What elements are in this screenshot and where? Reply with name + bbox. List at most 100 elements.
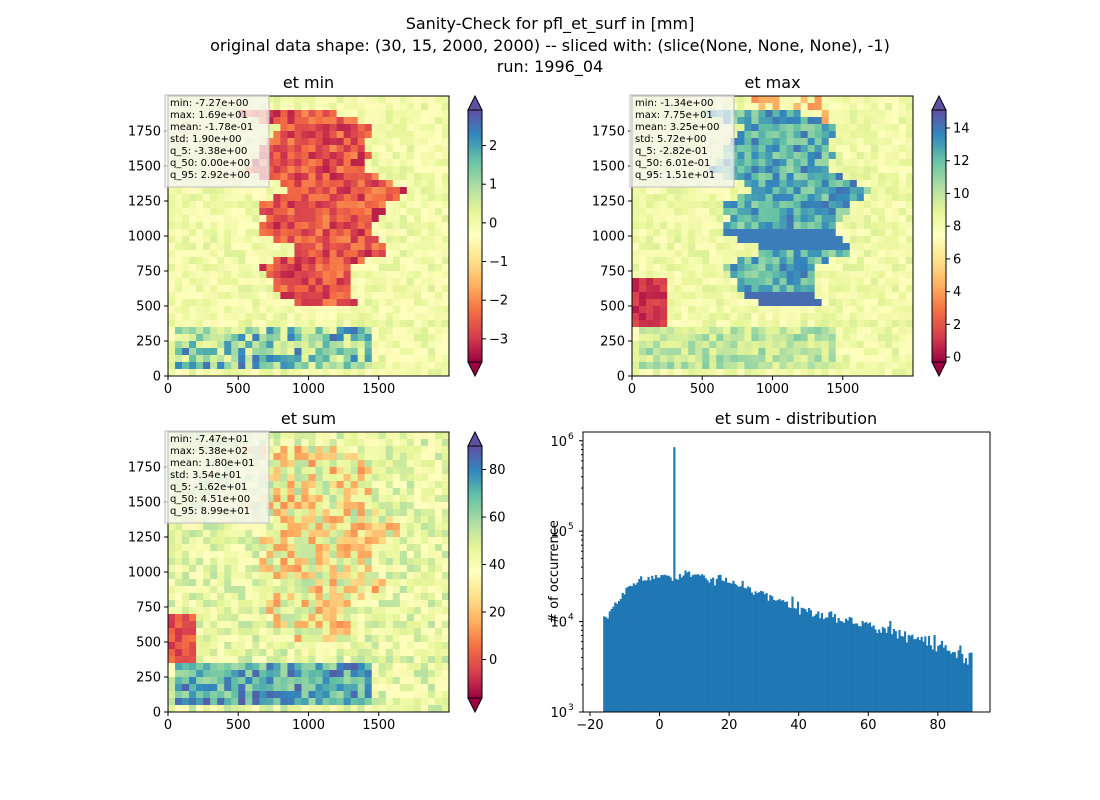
heatmap-cell — [224, 586, 232, 594]
heatmap-cell — [744, 362, 752, 370]
heatmap-cell — [835, 103, 844, 111]
heatmap-cell — [905, 299, 914, 307]
heatmap-cell — [385, 355, 394, 363]
heatmap-cell — [350, 138, 359, 146]
heatmap-cell — [842, 264, 851, 272]
heatmap-cell — [224, 222, 232, 230]
heatmap-cell — [350, 334, 359, 342]
heatmap-cell — [259, 187, 267, 195]
heatmap-cell — [266, 131, 274, 139]
heatmap-cell — [273, 243, 281, 251]
heatmap-cell — [835, 369, 844, 377]
heatmap-cell — [196, 292, 204, 300]
heatmap-cell — [350, 194, 359, 202]
heatmap-cell — [800, 257, 809, 265]
heatmap-cell — [203, 558, 211, 566]
heatmap-cell — [406, 558, 415, 566]
heatmap-cell — [427, 509, 436, 517]
heatmap-cell — [863, 278, 872, 286]
heatmap-cell — [406, 502, 415, 510]
heatmap-cell — [343, 593, 352, 601]
heatmap-cell — [793, 264, 802, 272]
heatmap-cell — [259, 551, 267, 559]
heatmap-cell — [427, 516, 436, 524]
heatmap-cell — [280, 264, 288, 272]
heatmap-cell — [259, 677, 267, 685]
heatmap-cell — [196, 621, 204, 629]
heatmap-cell — [175, 537, 183, 545]
heatmap-cell — [772, 257, 780, 265]
heatmap-cell — [639, 369, 647, 377]
heatmap-cell — [182, 215, 190, 223]
heatmap-cell — [224, 593, 232, 601]
heatmap-cell — [765, 243, 773, 251]
heatmap-cell — [884, 369, 893, 377]
heatmap-cell — [434, 341, 443, 349]
heatmap-cell — [674, 236, 682, 244]
heatmap-cell — [238, 684, 246, 692]
heatmap-cell — [175, 215, 183, 223]
heatmap-cell — [322, 355, 330, 363]
heatmap-cell — [772, 264, 780, 272]
heatmap-cell — [245, 642, 253, 650]
heatmap-cell — [660, 229, 668, 237]
heatmap-cell — [434, 565, 443, 573]
heatmap-cell — [413, 600, 422, 608]
heatmap-cell — [884, 110, 893, 118]
heatmap-cell — [280, 145, 288, 153]
heatmap-cell — [674, 222, 682, 230]
heatmap-cell — [273, 607, 281, 615]
heatmap-cell — [863, 166, 872, 174]
heatmap-cell — [273, 306, 281, 314]
heatmap-cell — [406, 299, 415, 307]
heatmap-cell — [217, 229, 225, 237]
heatmap-cell — [350, 488, 359, 496]
heatmap-cell — [280, 684, 288, 692]
heatmap-cell — [427, 572, 436, 580]
heatmap-cell — [350, 292, 359, 300]
heatmap-cell — [329, 558, 338, 566]
heatmap-cell — [793, 243, 802, 251]
heatmap-cell — [667, 194, 675, 202]
figure-title: Sanity-Check for pfl_et_surf in [mm] ori… — [210, 14, 890, 77]
heatmap-cell — [849, 320, 858, 328]
heatmap-cell — [772, 145, 780, 153]
heatmap-cell — [765, 306, 773, 314]
heatmap-cell — [392, 355, 401, 363]
heatmap-cell — [329, 481, 338, 489]
heatmap-cell — [751, 306, 759, 314]
heatmap-cell — [329, 355, 338, 363]
heatmap-cell — [245, 565, 253, 573]
heatmap-cell — [751, 117, 759, 125]
heatmap-cell — [807, 96, 816, 104]
heatmap-cell — [702, 355, 710, 363]
heatmap-cell — [168, 201, 176, 209]
heatmap-cell — [716, 271, 724, 279]
heatmap-cell — [168, 677, 176, 685]
heatmap-cell — [793, 152, 802, 160]
heatmap-cell — [786, 208, 794, 216]
heatmap-cell — [203, 257, 211, 265]
heatmap-cell — [385, 691, 394, 699]
heatmap-cell — [350, 572, 359, 580]
heatmap-cell — [196, 362, 204, 370]
heatmap-cell — [287, 642, 295, 650]
heatmap-cell — [716, 222, 724, 230]
heatmap-cell — [413, 621, 422, 629]
heatmap-cell — [399, 586, 408, 594]
heatmap-cell — [378, 677, 387, 685]
heatmap-cell — [371, 103, 380, 111]
heatmap-cell — [182, 369, 190, 377]
heatmap-cell — [343, 488, 352, 496]
heatmap-cell — [280, 201, 288, 209]
heatmap-cell — [217, 257, 225, 265]
heatmap-cell — [406, 173, 415, 181]
colorbar-tick-label: −3 — [489, 332, 508, 347]
heatmap-cell — [252, 271, 260, 279]
heatmap-cell — [399, 278, 408, 286]
heatmap-cell — [695, 250, 703, 258]
heatmap-cell — [821, 215, 830, 223]
heatmap-cell — [329, 614, 338, 622]
heatmap-cell — [695, 341, 703, 349]
heatmap-cell — [273, 544, 281, 552]
